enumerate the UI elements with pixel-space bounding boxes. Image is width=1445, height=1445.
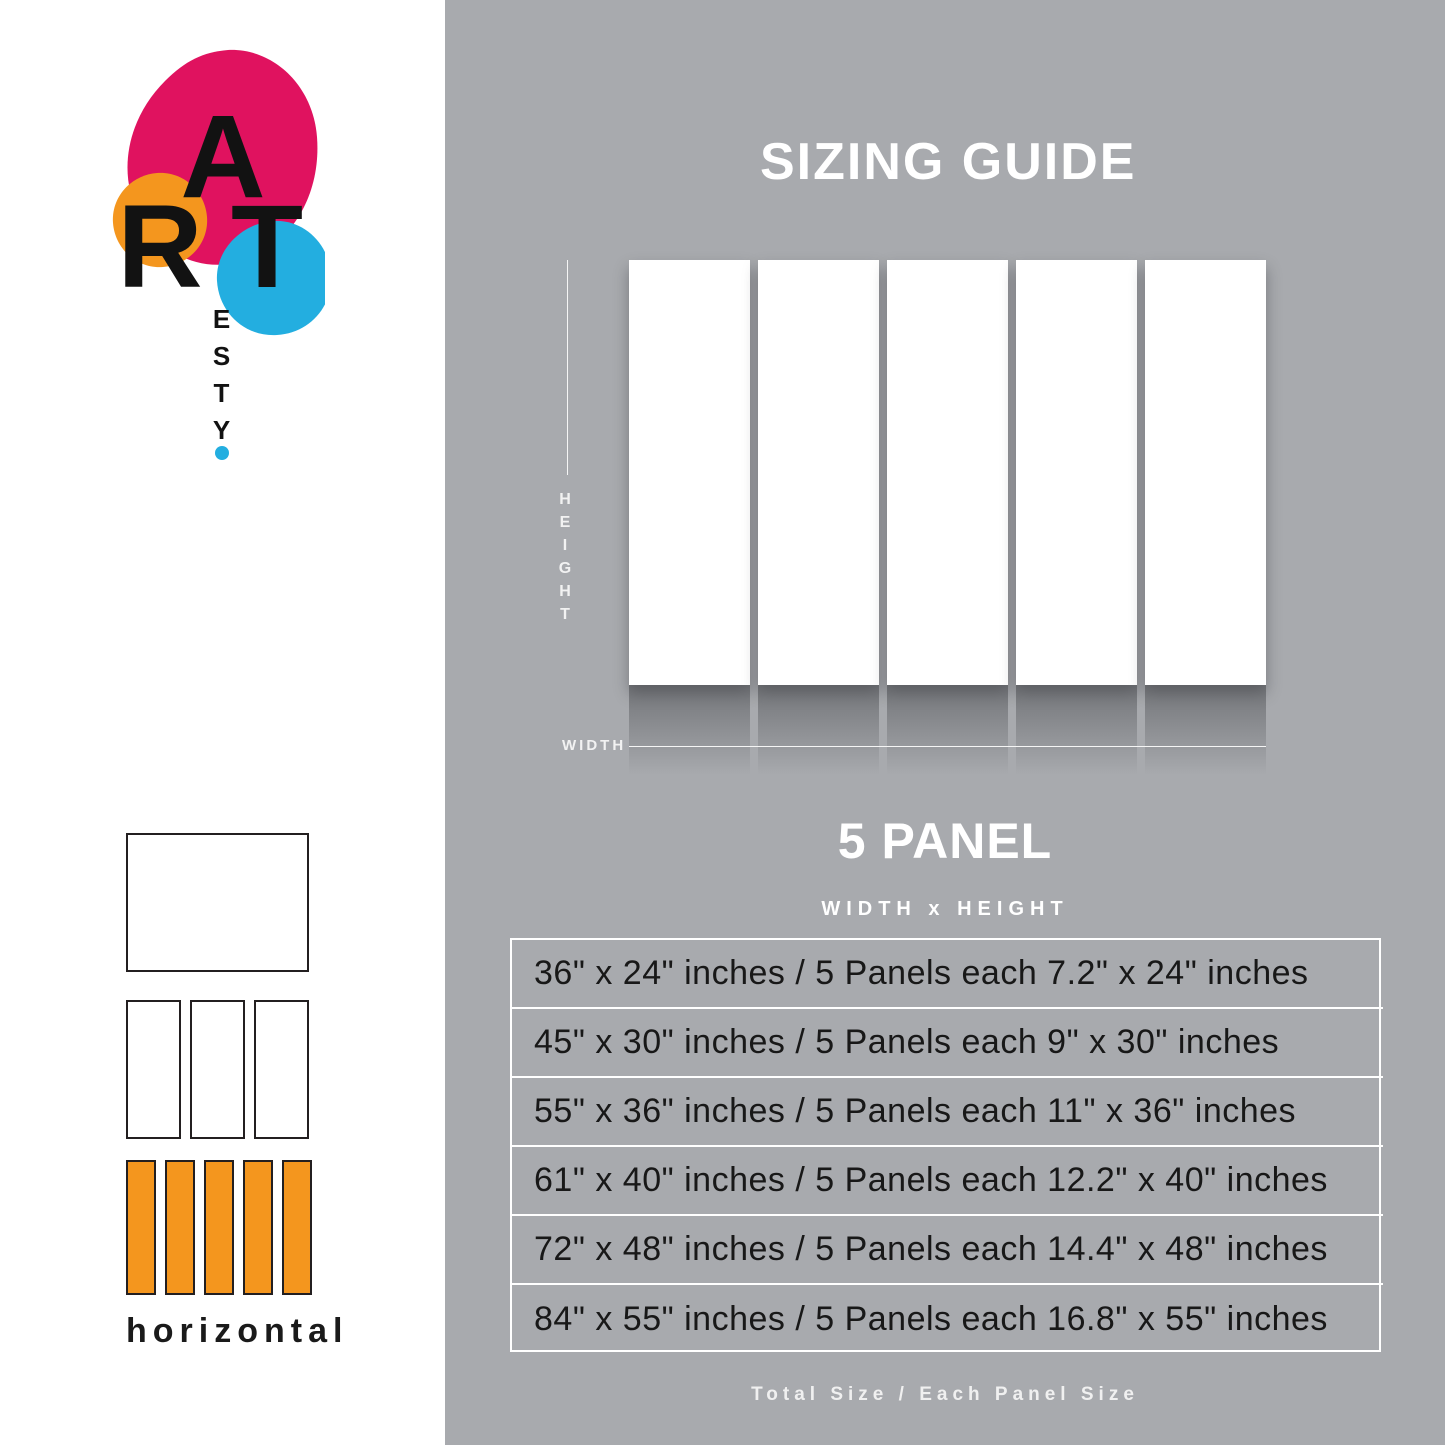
svg-text:S: S [213,341,231,371]
svg-text:T: T [231,181,303,313]
svg-text:R: R [117,181,202,313]
svg-text:T: T [214,378,231,408]
svg-text:E: E [213,304,231,334]
svg-text:Y: Y [213,415,231,445]
